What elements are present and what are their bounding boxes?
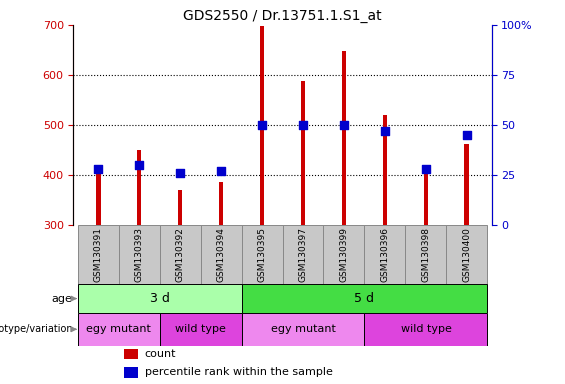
Text: GSM130398: GSM130398 — [421, 227, 431, 282]
Text: GSM130391: GSM130391 — [94, 227, 102, 282]
Bar — [301, 81, 306, 225]
Bar — [424, 167, 428, 225]
Bar — [282, 225, 324, 284]
Text: 3 d: 3 d — [150, 292, 169, 305]
Text: GSM130397: GSM130397 — [298, 227, 307, 282]
Bar — [95, 170, 101, 225]
Point — [94, 166, 103, 172]
Bar — [159, 313, 241, 346]
Bar — [324, 225, 364, 284]
Bar — [124, 349, 138, 359]
Point — [380, 128, 389, 134]
Text: wild type: wild type — [401, 324, 451, 334]
Text: GSM130399: GSM130399 — [340, 227, 349, 282]
Bar — [464, 144, 470, 225]
Point — [421, 166, 431, 172]
Text: genotype/variation: genotype/variation — [0, 324, 73, 334]
Bar — [341, 51, 346, 225]
Text: GSM130396: GSM130396 — [380, 227, 389, 282]
Point — [216, 168, 225, 174]
Text: egy mutant: egy mutant — [271, 324, 336, 334]
Point — [340, 122, 349, 128]
Point — [134, 162, 144, 168]
Bar — [177, 190, 182, 225]
Text: age: age — [52, 293, 73, 304]
Bar — [219, 182, 224, 225]
Bar — [77, 313, 159, 346]
Bar — [364, 313, 488, 346]
Bar — [406, 225, 446, 284]
Text: GSM130395: GSM130395 — [258, 227, 267, 282]
Bar — [364, 225, 406, 284]
Bar — [119, 225, 159, 284]
Text: 5 d: 5 d — [354, 292, 375, 305]
Bar — [259, 26, 264, 225]
Text: percentile rank within the sample: percentile rank within the sample — [145, 367, 332, 377]
Bar — [159, 225, 201, 284]
Text: GSM130392: GSM130392 — [176, 227, 185, 282]
Bar — [241, 225, 282, 284]
Bar — [77, 225, 119, 284]
Bar — [241, 284, 488, 313]
Bar — [137, 150, 141, 225]
Point — [258, 122, 267, 128]
Bar — [446, 225, 488, 284]
Bar — [77, 284, 241, 313]
Text: count: count — [145, 349, 176, 359]
Point — [298, 122, 307, 128]
Title: GDS2550 / Dr.13751.1.S1_at: GDS2550 / Dr.13751.1.S1_at — [183, 8, 382, 23]
Text: egy mutant: egy mutant — [86, 324, 151, 334]
Text: GSM130393: GSM130393 — [134, 227, 144, 282]
Point — [462, 132, 471, 138]
Text: GSM130394: GSM130394 — [216, 227, 225, 282]
Point — [176, 170, 185, 176]
Bar — [383, 115, 388, 225]
Bar — [241, 313, 364, 346]
Bar — [201, 225, 241, 284]
Text: wild type: wild type — [175, 324, 226, 334]
Text: GSM130400: GSM130400 — [463, 227, 471, 282]
Bar — [124, 367, 138, 378]
